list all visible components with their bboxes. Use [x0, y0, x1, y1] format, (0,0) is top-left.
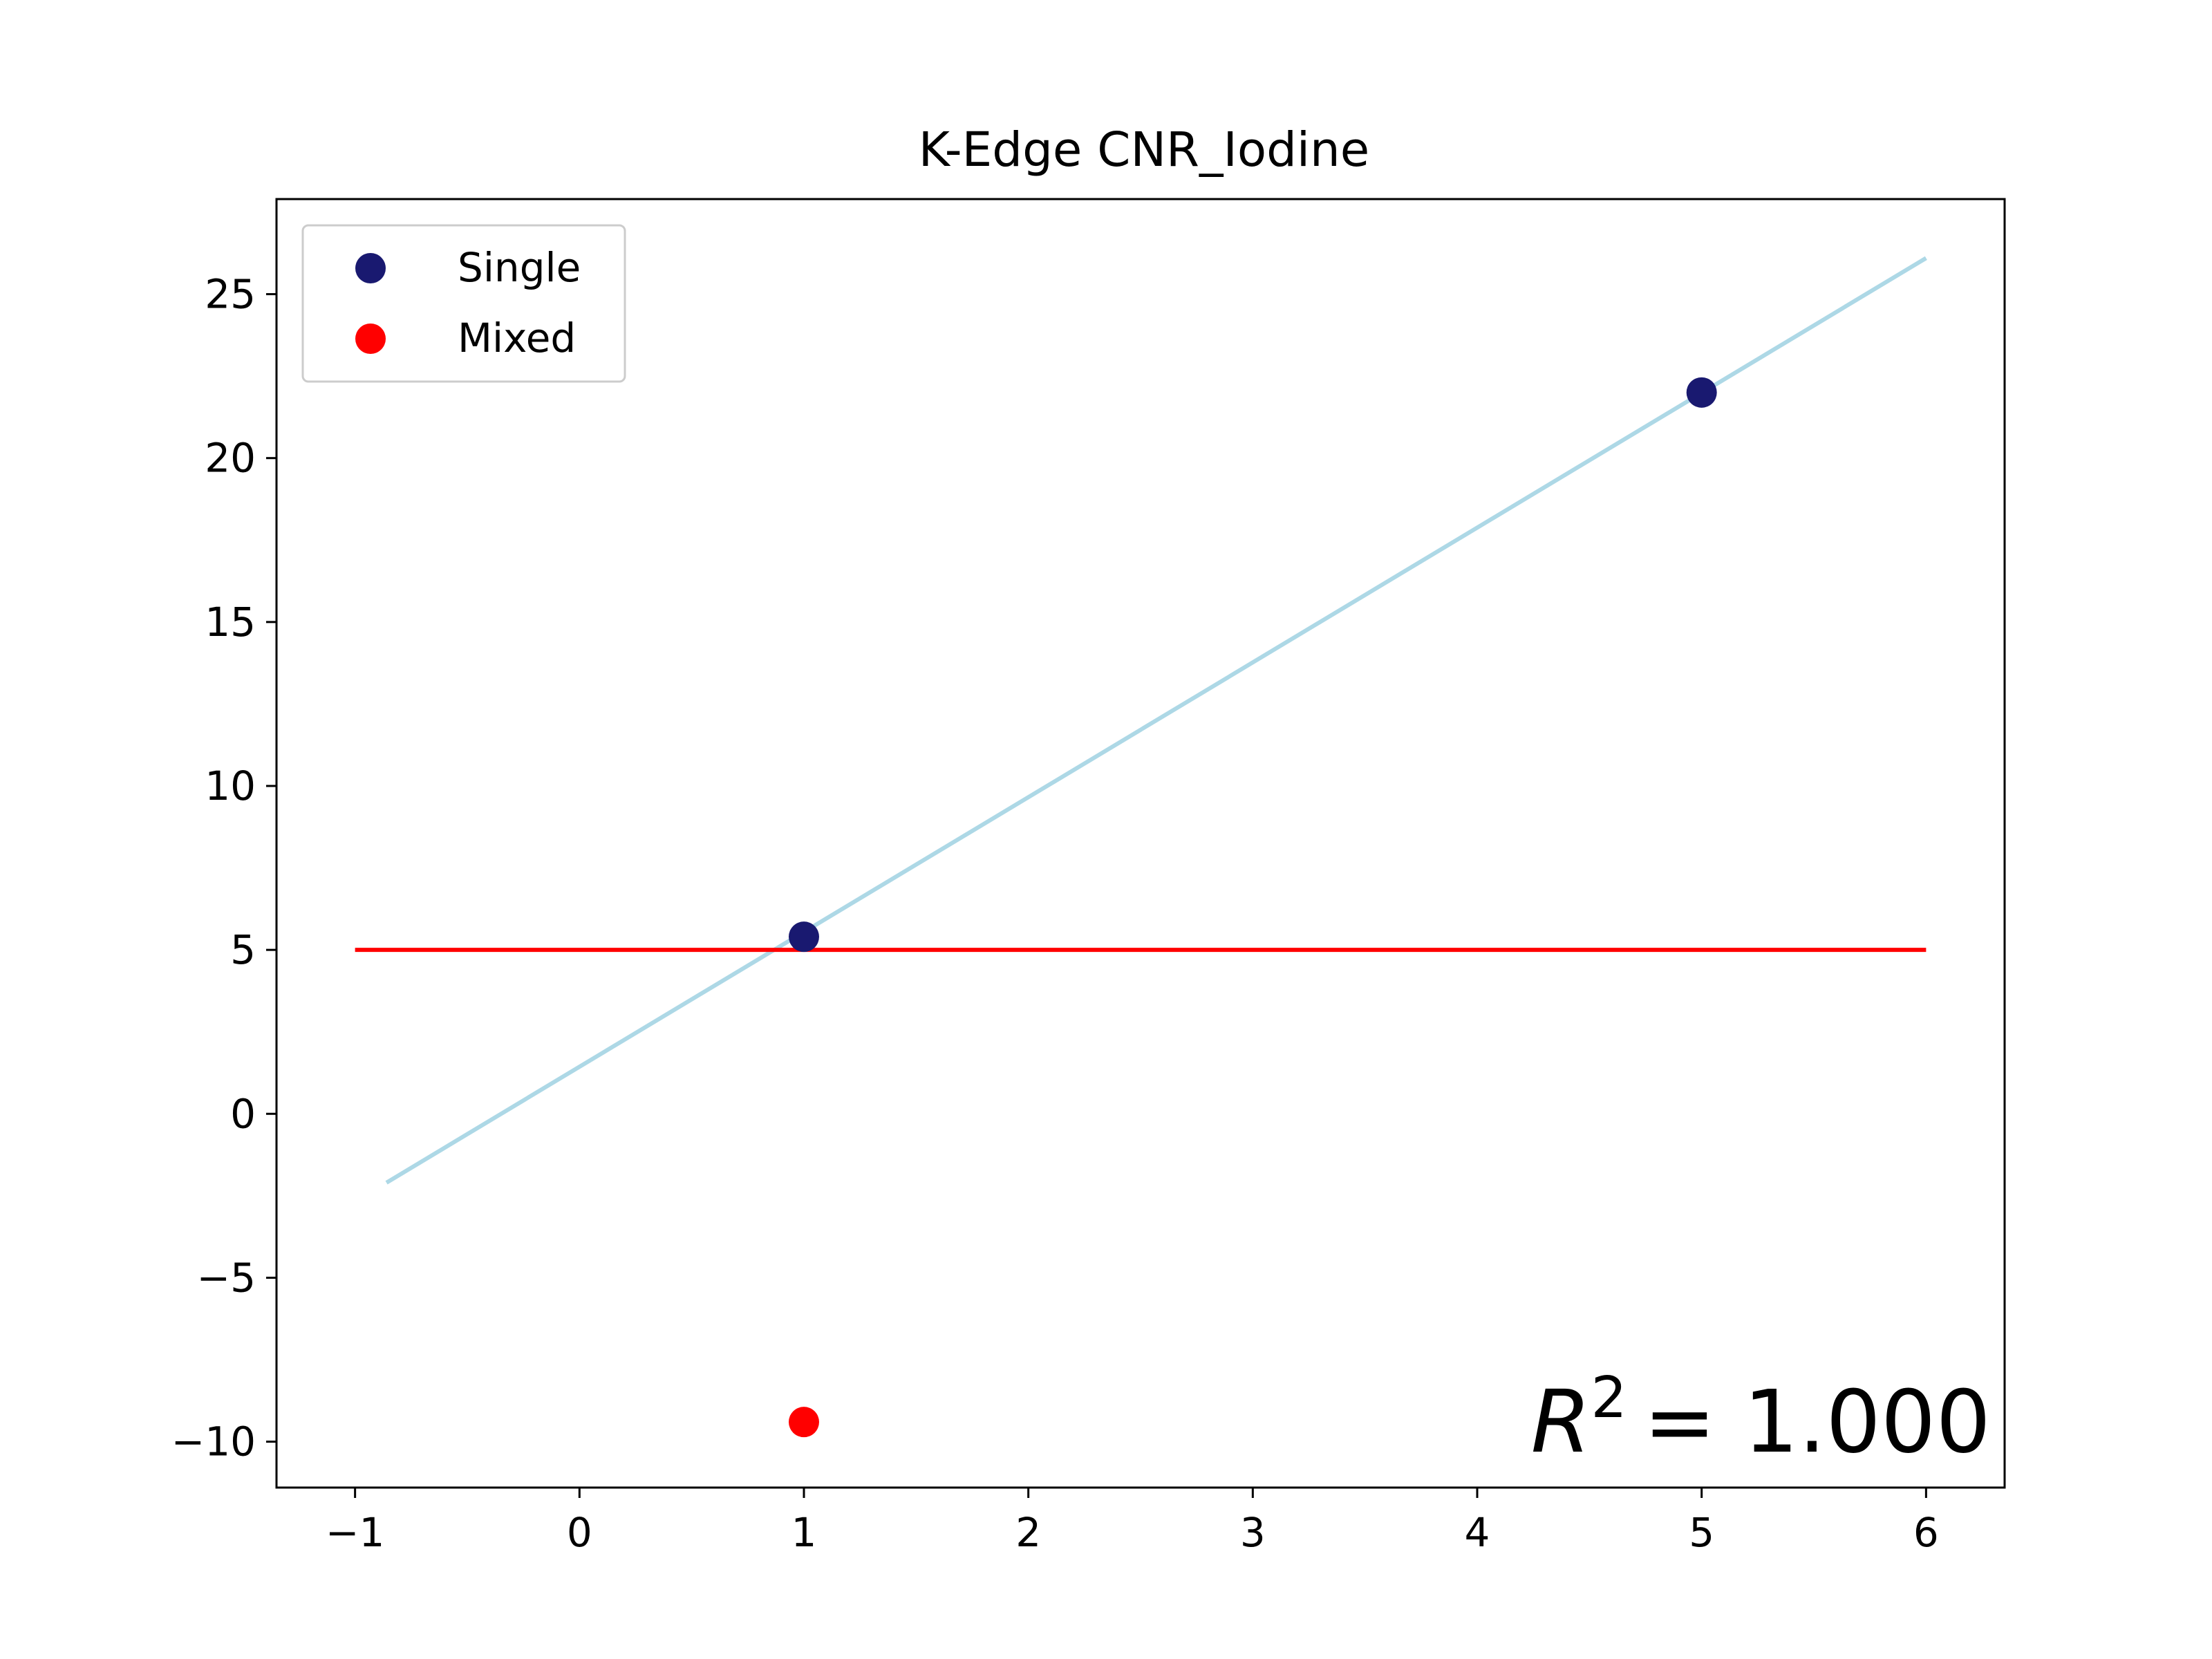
y-tick-label: 5 — [230, 926, 256, 973]
legend: Single Mixed — [301, 224, 626, 383]
x-tick-label: 1 — [791, 1509, 817, 1556]
y-tick-label: −5 — [197, 1254, 256, 1301]
r-squared-annotation: R2 = 1.000 — [1531, 1365, 1991, 1472]
x-tick-label: 0 — [567, 1509, 592, 1556]
data-points — [788, 377, 1717, 1438]
y-axis: −10 −5 0 5 10 15 20 25 — [171, 271, 276, 1465]
point-mixed — [788, 1407, 819, 1438]
x-tick-label: 6 — [1913, 1509, 1939, 1556]
fit-lines — [355, 256, 1927, 1185]
legend-marker-mixed — [355, 324, 386, 354]
r-squared-exponent: 2 — [1591, 1365, 1627, 1431]
chart-title: K-Edge CNR_Iodine — [919, 122, 1369, 178]
x-tick-label: 2 — [1015, 1509, 1041, 1556]
y-tick-label: 20 — [205, 435, 256, 482]
x-tick-label: 3 — [1240, 1509, 1266, 1556]
y-tick-label: 0 — [230, 1090, 256, 1137]
x-axis: −1 0 1 2 3 4 5 6 — [326, 1488, 1939, 1556]
x-tick-label: 4 — [1465, 1509, 1490, 1556]
x-tick-label: −1 — [326, 1509, 385, 1556]
r-squared-symbol: R — [1531, 1372, 1591, 1472]
fit-line — [385, 256, 1927, 1185]
y-tick-label: 15 — [205, 599, 256, 646]
y-tick-label: 25 — [205, 271, 256, 318]
legend-label-single: Single — [458, 244, 581, 291]
plot-area-frame — [275, 198, 2006, 1489]
point-single — [1686, 377, 1717, 408]
x-tick-label: 5 — [1689, 1509, 1714, 1556]
legend-marker-single — [355, 253, 386, 283]
r-squared-value: = 1.000 — [1644, 1372, 1991, 1472]
legend-label-mixed: Mixed — [458, 315, 576, 362]
point-single — [788, 921, 819, 953]
y-tick-label: 10 — [205, 762, 256, 809]
y-tick-label: −10 — [171, 1418, 256, 1465]
